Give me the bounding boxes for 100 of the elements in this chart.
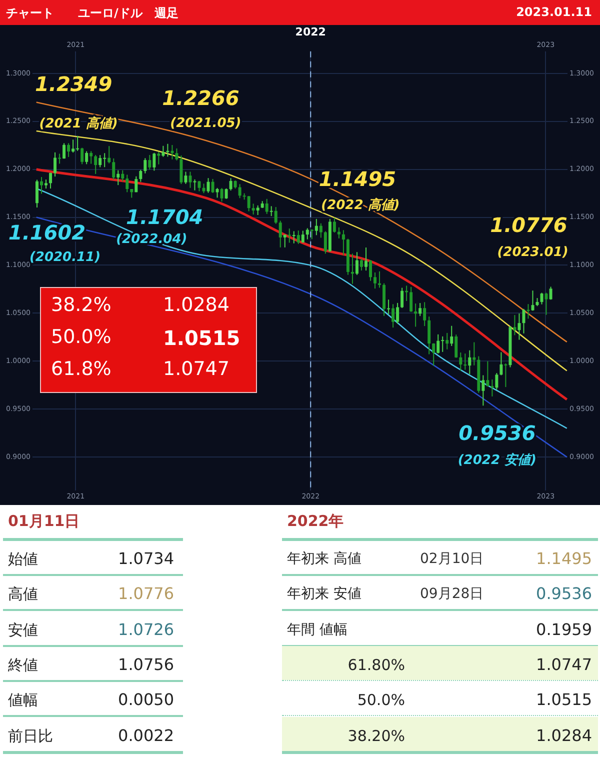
candlestick bbox=[265, 198, 268, 214]
text: 0.9536 bbox=[535, 584, 592, 604]
candlestick bbox=[72, 139, 75, 154]
candlestick bbox=[80, 147, 84, 165]
candlestick bbox=[62, 142, 66, 160]
ref-line-label: 2022 bbox=[295, 25, 326, 38]
candlestick bbox=[211, 178, 214, 194]
candlestick bbox=[464, 353, 467, 370]
text: 年間 値幅 bbox=[287, 620, 348, 639]
text: 0.0022 bbox=[117, 726, 174, 744]
candlestick bbox=[54, 152, 57, 178]
candlestick bbox=[296, 230, 300, 244]
annotation: 1.2349 bbox=[34, 72, 112, 96]
text: 09月28日 bbox=[420, 585, 484, 604]
annotation: 38.2% bbox=[51, 294, 112, 316]
annotation: (2021.05) bbox=[170, 116, 242, 132]
candlestick bbox=[382, 282, 386, 316]
candlestick bbox=[495, 372, 498, 390]
candlestick bbox=[310, 228, 314, 240]
candlestick bbox=[337, 226, 340, 239]
candlestick bbox=[428, 316, 431, 355]
candlestick bbox=[446, 332, 449, 350]
text: 1.0284 bbox=[535, 726, 592, 744]
candlestick bbox=[490, 378, 494, 397]
candlestick bbox=[292, 230, 296, 244]
candlestick bbox=[193, 178, 196, 191]
candlestick bbox=[387, 299, 390, 314]
candlestick bbox=[332, 217, 336, 234]
candlestick bbox=[544, 292, 548, 316]
candlestick bbox=[319, 222, 322, 238]
candlestick bbox=[180, 154, 183, 185]
text: 1.0747 bbox=[535, 654, 592, 674]
annotation: 50.0% bbox=[51, 326, 112, 348]
candlestick bbox=[522, 308, 526, 334]
annotation: (2022 安値) bbox=[458, 452, 536, 468]
text: 終値 bbox=[8, 656, 38, 675]
annotation: 1.1602 bbox=[8, 220, 86, 245]
candlestick bbox=[396, 302, 400, 324]
candlestick bbox=[148, 154, 152, 170]
text: 1.1495 bbox=[535, 549, 592, 568]
candlestick bbox=[224, 188, 228, 200]
text: 年初来 安値 bbox=[287, 585, 362, 604]
annotation: (2020.11) bbox=[29, 250, 101, 265]
candlestick bbox=[400, 287, 404, 309]
candlestick bbox=[526, 304, 530, 320]
candlestick bbox=[36, 179, 38, 208]
candlestick bbox=[67, 142, 70, 158]
candlestick bbox=[482, 374, 485, 406]
candlestick bbox=[342, 230, 345, 256]
annotation: (2022 高値) bbox=[321, 197, 400, 214]
annotation: 61.8% bbox=[51, 358, 112, 380]
annotation: 1.0284 bbox=[163, 294, 230, 316]
annotation: (2021 高値) bbox=[39, 115, 118, 132]
text: 0.1959 bbox=[535, 620, 592, 639]
candlestick bbox=[247, 196, 250, 212]
candlestick bbox=[486, 360, 490, 388]
candlestick bbox=[450, 325, 454, 346]
candlestick bbox=[152, 152, 156, 172]
candlestick bbox=[108, 146, 111, 164]
candlestick bbox=[134, 176, 138, 193]
candlestick bbox=[549, 286, 552, 300]
text: 1.0515 bbox=[535, 690, 592, 710]
candlestick bbox=[432, 342, 436, 366]
annotation: 1.0776 bbox=[490, 212, 568, 237]
candlestick bbox=[306, 228, 309, 240]
chart-subtitle: 2023.01.11 bbox=[516, 5, 592, 19]
candlestick bbox=[418, 302, 422, 317]
text: 始値 bbox=[8, 550, 38, 569]
candlestick bbox=[288, 228, 291, 244]
candlestick bbox=[94, 154, 98, 174]
text: 高値 bbox=[8, 585, 38, 604]
candlestick bbox=[410, 286, 413, 312]
candlestick bbox=[44, 179, 48, 190]
candlestick bbox=[157, 151, 160, 165]
candlestick bbox=[184, 171, 188, 184]
candlestick bbox=[374, 272, 377, 290]
text: 安値 bbox=[8, 620, 38, 640]
candlestick bbox=[40, 176, 44, 194]
candlestick bbox=[278, 220, 282, 248]
candlestick bbox=[369, 260, 372, 282]
text: 61.80% bbox=[346, 656, 405, 674]
candlestick bbox=[220, 188, 224, 202]
candlestick bbox=[414, 303, 418, 328]
candlestick bbox=[324, 230, 327, 254]
candlestick bbox=[531, 290, 534, 312]
candlestick bbox=[144, 158, 147, 174]
chart-title: チャート ユーロ/ドル 週足 bbox=[6, 5, 178, 22]
candlestick bbox=[454, 334, 458, 358]
candlestick bbox=[472, 342, 476, 366]
candlestick bbox=[436, 334, 440, 354]
candlestick bbox=[274, 206, 278, 224]
candlestick bbox=[175, 148, 178, 161]
candlestick bbox=[49, 172, 52, 190]
text: 1.0776 bbox=[117, 584, 174, 604]
candlestick bbox=[90, 150, 93, 164]
candlestick bbox=[121, 170, 124, 182]
candlestick bbox=[378, 270, 382, 288]
candlestick bbox=[423, 302, 426, 327]
candlestick bbox=[256, 204, 260, 216]
candlestick bbox=[459, 352, 462, 372]
